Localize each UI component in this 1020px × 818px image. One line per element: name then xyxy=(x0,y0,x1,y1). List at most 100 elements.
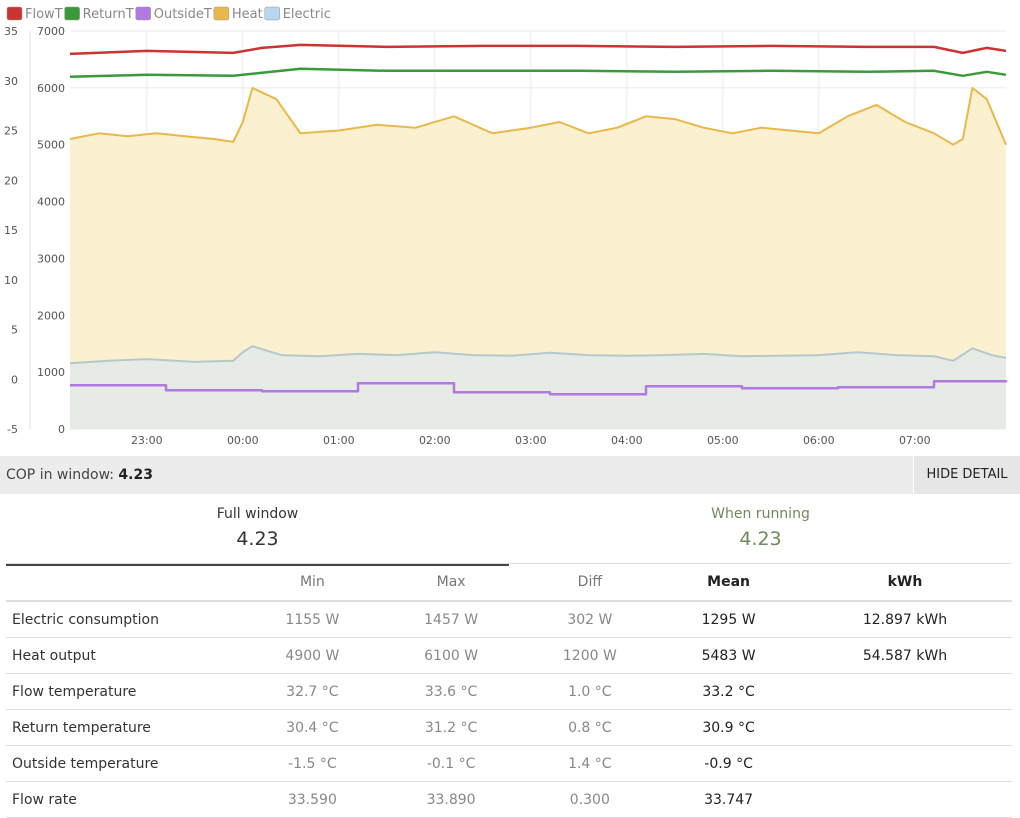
cell-min: 4900 W xyxy=(243,637,382,674)
full-window-label: Full window xyxy=(216,506,299,522)
cell-diff: 0.8 °C xyxy=(520,709,660,746)
y-right-tick-label: 0 xyxy=(58,423,65,436)
y-right-tick-label: 7000 xyxy=(37,25,65,38)
legend-label: Electric xyxy=(283,7,331,22)
table-row: Flow temperature 32.7 °C 33.6 °C 1.0 °C 33.2… xyxy=(6,673,1012,710)
y-left-tick-label: 5 xyxy=(11,324,18,337)
y-left-tick-label: -5 xyxy=(7,423,18,436)
x-tick-label: 05:00 xyxy=(707,434,739,447)
legend-item-outsidet[interactable]: OutsideT xyxy=(135,6,212,22)
electric-area xyxy=(70,346,1006,429)
y-right-tick-label: 4000 xyxy=(37,196,65,209)
x-tick-label: 06:00 xyxy=(803,434,835,447)
y-left-tick-label: 20 xyxy=(4,174,18,187)
cell-max: -0.1 °C xyxy=(381,745,521,782)
cell-mean: 1295 W xyxy=(659,601,798,638)
header-kwh: kWh xyxy=(797,563,1012,602)
y-right-tick-label: 6000 xyxy=(37,82,65,95)
legend-label: OutsideT xyxy=(154,7,212,22)
cell-kwh xyxy=(797,673,1012,710)
row-label: Electric consumption xyxy=(6,601,243,638)
y-right-tick-label: 5000 xyxy=(37,139,65,152)
cell-min: 30.4 °C xyxy=(243,709,382,746)
y-right-tick-label: 2000 xyxy=(37,309,65,322)
x-tick-label: 04:00 xyxy=(611,434,643,447)
legend-swatch xyxy=(213,6,230,21)
when-running-summary[interactable]: When running 4.23 xyxy=(509,494,1012,564)
legend-item-returnt[interactable]: ReturnT xyxy=(64,6,134,22)
header-blank xyxy=(6,563,243,602)
hide-detail-button[interactable]: HIDE DETAIL xyxy=(913,456,1020,494)
cell-min: 1155 W xyxy=(243,601,382,638)
electric-line xyxy=(69,345,1007,365)
cell-mean: -0.9 °C xyxy=(659,745,798,782)
when-running-label: When running xyxy=(711,506,810,522)
power-temperature-chart[interactable]: 35 30 25 20 15 10 5 0 -5 7000 6000 5000 4000 3000 2000… xyxy=(0,0,1020,456)
legend-swatch xyxy=(264,6,280,21)
x-tick-label: 00:00 xyxy=(227,434,259,447)
cell-kwh: 54.587 kWh xyxy=(797,637,1012,674)
axis-labels: 35 30 25 20 15 10 5 0 -5 7000 6000 5000 4000 3000 2000… xyxy=(4,25,931,447)
y-right-tick-label: 3000 xyxy=(37,252,65,265)
cell-diff: 1200 W xyxy=(520,637,660,674)
table-row: Return temperature 30.4 °C 31.2 °C 0.8 °C 30… xyxy=(6,709,1012,746)
table-row: Electric consumption 1155 W 1457 W 302 W 129… xyxy=(6,601,1012,638)
x-tick-label: 03:00 xyxy=(515,434,547,447)
legend-label: ReturnT xyxy=(83,7,134,22)
cell-max: 33.6 °C xyxy=(381,673,521,710)
returnt-line xyxy=(69,67,1007,79)
legend: FlowT ReturnT OutsideT Heat Electric xyxy=(6,6,331,22)
x-tick-label: 02:00 xyxy=(419,434,451,447)
y-left-tick-label: 15 xyxy=(4,224,18,237)
full-window-summary[interactable]: Full window 4.23 xyxy=(6,494,509,566)
y-left-tick-label: 35 xyxy=(4,25,18,38)
x-tick-label: 07:00 xyxy=(899,434,931,447)
table-row: Heat output 4900 W 6100 W 1200 W 5483 W 54.58… xyxy=(6,637,1012,674)
cop-in-window: COP in window: 4.23 xyxy=(6,467,153,483)
cell-min: 32.7 °C xyxy=(243,673,382,710)
y-left-tick-label: 30 xyxy=(4,75,18,88)
cell-diff: 302 W xyxy=(520,601,660,638)
cell-mean: 5483 W xyxy=(659,637,798,674)
header-diff: Diff xyxy=(520,563,660,602)
legend-label: Heat xyxy=(232,7,263,22)
heat-area xyxy=(70,87,1006,430)
cell-max: 6100 W xyxy=(381,637,521,674)
y-left-tick-label: 10 xyxy=(4,274,18,287)
stats-table: Min Max Diff Mean kWh Electric consumpti… xyxy=(6,563,1012,818)
cell-kwh xyxy=(797,745,1012,782)
x-tick-label: 23:00 xyxy=(131,434,163,447)
cell-kwh xyxy=(797,709,1012,746)
y-left-tick-label: 0 xyxy=(11,373,18,386)
row-label: Outside temperature xyxy=(6,745,243,782)
heat-line xyxy=(69,86,1007,146)
cell-mean: 30.9 °C xyxy=(659,709,798,746)
header-mean: Mean xyxy=(659,563,798,602)
cell-max: 31.2 °C xyxy=(381,709,521,746)
y-right-tick-label: 1000 xyxy=(37,366,65,379)
x-tick-label: 01:00 xyxy=(323,434,355,447)
row-label: Flow temperature xyxy=(6,673,243,710)
legend-swatch xyxy=(135,6,151,21)
table-row: Outside temperature -1.5 °C -0.1 °C 1.4 °C -… xyxy=(6,745,1012,782)
cell-max: 1457 W xyxy=(381,601,521,638)
legend-label: FlowT xyxy=(25,7,63,22)
outsidet-line xyxy=(70,379,1008,396)
legend-item-heat[interactable]: Heat xyxy=(213,6,263,22)
legend-swatch xyxy=(64,6,80,21)
legend-swatch xyxy=(6,6,23,21)
legend-item-flowt[interactable]: FlowT xyxy=(6,6,63,22)
cop-value: 4.23 xyxy=(118,467,153,483)
cell-mean: 33.2 °C xyxy=(659,673,798,710)
y-left-tick-label: 25 xyxy=(4,125,18,138)
legend-item-electric[interactable]: Electric xyxy=(264,6,331,22)
flowt-line xyxy=(69,43,1007,56)
cop-bar: COP in window: 4.23 HIDE DETAIL xyxy=(0,456,1020,494)
cell-kwh: 12.897 kWh xyxy=(797,601,1012,638)
when-running-cop: 4.23 xyxy=(739,528,782,550)
cell-diff: 1.4 °C xyxy=(520,745,660,782)
full-window-cop: 4.23 xyxy=(236,528,279,550)
line-series xyxy=(69,43,1008,396)
header-max: Max xyxy=(381,563,521,602)
row-label: Heat output xyxy=(6,637,243,674)
